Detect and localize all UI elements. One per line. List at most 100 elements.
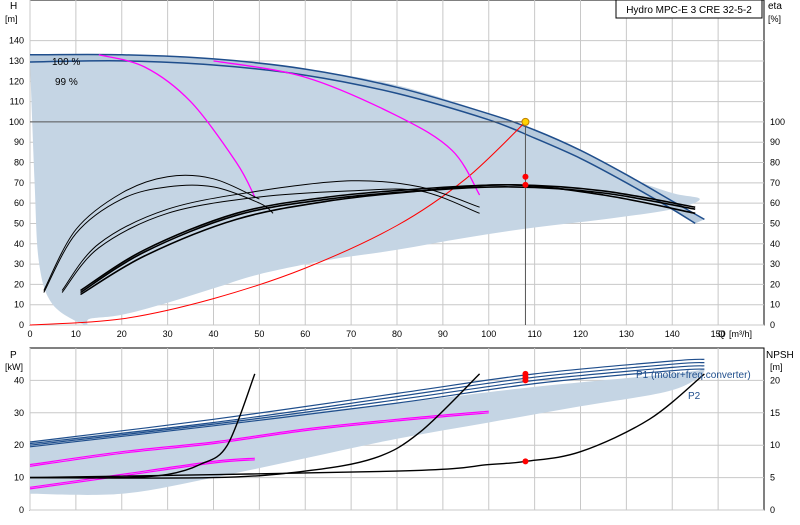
top-series [29,53,705,326]
p1-label: P1 (motor+freq.converter) [636,370,751,381]
x-tick-label: 100 [481,329,496,339]
y-tick-label: 120 [9,76,24,86]
pump-curve-100 [29,53,705,221]
power-curve-magenta [29,410,489,466]
power-tick-label: 40 [14,375,24,385]
npsh-tick-label: 10 [770,440,780,450]
y-right-tick-label: 0 [770,320,775,330]
efficiency-curve [80,183,696,296]
x-tick-label: 0 [27,329,32,339]
magenta-curve [213,60,481,196]
efficiency-duty-point [522,173,529,180]
npsh-duty-point [522,458,529,465]
bottom-series [29,358,705,495]
y-tick-label: 40 [14,239,24,249]
y-tick-label: 80 [14,158,24,168]
top-y-label: H [10,1,17,12]
power-tick-label: 20 [14,440,24,450]
npsh-tick-label: 20 [770,375,780,385]
y-tick-label: 130 [9,56,24,66]
magenta-curve [98,54,256,198]
efficiency-curve [43,184,274,293]
y-tick-label: 60 [14,198,24,208]
y-right-tick-label: 90 [770,137,780,147]
y-tick-label: 100 [9,117,24,127]
y-tick-label: 30 [14,259,24,269]
y-right-tick-label: 100 [770,117,785,127]
speed-label-100: 100 % [52,57,80,68]
power-curve [29,365,705,446]
npsh-tick-label: 15 [770,408,780,418]
y-tick-label: 20 [14,279,24,289]
y-right-tick-label: 50 [770,218,780,228]
x-tick-label: 140 [665,329,680,339]
x-tick-label: 150 [711,329,726,339]
x-tick-label: 120 [573,329,588,339]
x-tick-label: 30 [163,329,173,339]
power-curve-magenta [29,459,255,490]
x-tick-label: 70 [346,329,356,339]
bottom-y-label: P [10,350,17,361]
y-right-tick-label: 40 [770,239,780,249]
top-ticks: 0 10 20 30 40 50 60 70 80 90 100 110 120 130 140 150010… [9,36,785,339]
y-tick-label: 0 [19,320,24,330]
p2-label: P2 [688,391,701,402]
x-tick-label: 60 [300,329,310,339]
system-curve [29,121,526,326]
power-tick-label: 10 [14,473,24,483]
y-tick-label: 70 [14,178,24,188]
y-tick-label: 140 [9,36,24,46]
power-curve [29,358,705,443]
y-right-tick-label: 70 [770,178,780,188]
efficiency-curve [61,180,480,291]
power-curve [29,361,705,445]
power-duty-point [522,377,529,384]
y-tick-label: 110 [10,97,24,107]
power-tick-label: 0 [19,505,24,515]
y-right-tick-label: 60 [770,198,780,208]
bottom-ticks: 0 10 20 30 40 0 5 10 15 20 [14,375,780,515]
top-x-unit: [m³/h] [729,329,752,339]
bottom-y-unit: [kW] [5,362,23,372]
y-right-tick-label: 20 [770,279,780,289]
npsh-tick-label: 0 [770,505,775,515]
x-tick-label: 130 [619,329,634,339]
efficiency-duty-point [522,181,529,188]
y-right-tick-label: 10 [770,300,780,310]
x-tick-label: 40 [208,329,218,339]
y-tick-label: 50 [14,218,24,228]
efficiency-curve [80,186,696,294]
duty-point [521,117,530,126]
bottom-right-y-label: NPSH [766,350,794,361]
pump-curve-99 [29,60,696,225]
x-tick-label: 90 [438,329,448,339]
npsh-tick-label: 5 [770,473,775,483]
y-right-tick-label: 80 [770,158,780,168]
top-x-label: Q [718,329,725,339]
x-tick-label: 50 [254,329,264,339]
title-box [615,0,763,19]
efficiency-curve [43,174,260,291]
chart-title: Hydro MPC-E 3 CRE 32-5-2 [626,5,752,16]
y-tick-label: 90 [14,137,24,147]
top-right-y-unit: [%] [768,14,781,24]
y-tick-label: 10 [14,300,24,310]
x-tick-label: 110 [527,329,541,339]
top-y-unit: [m] [5,14,18,24]
npsh-curve [29,373,481,479]
bottom-right-y-unit: [m] [770,362,783,372]
npsh-curve [29,373,705,479]
power-curve-magenta [29,412,489,467]
y-right-tick-label: 30 [770,259,780,269]
power-curve [29,368,705,448]
x-tick-label: 10 [71,329,81,339]
x-tick-label: 20 [117,329,127,339]
x-tick-label: 80 [392,329,402,339]
efficiency-curve [80,183,696,292]
power-tick-label: 30 [14,408,24,418]
top-right-y-label: eta [768,1,782,12]
speed-label-99: 99 % [55,77,78,88]
power-curve-magenta [29,457,255,488]
